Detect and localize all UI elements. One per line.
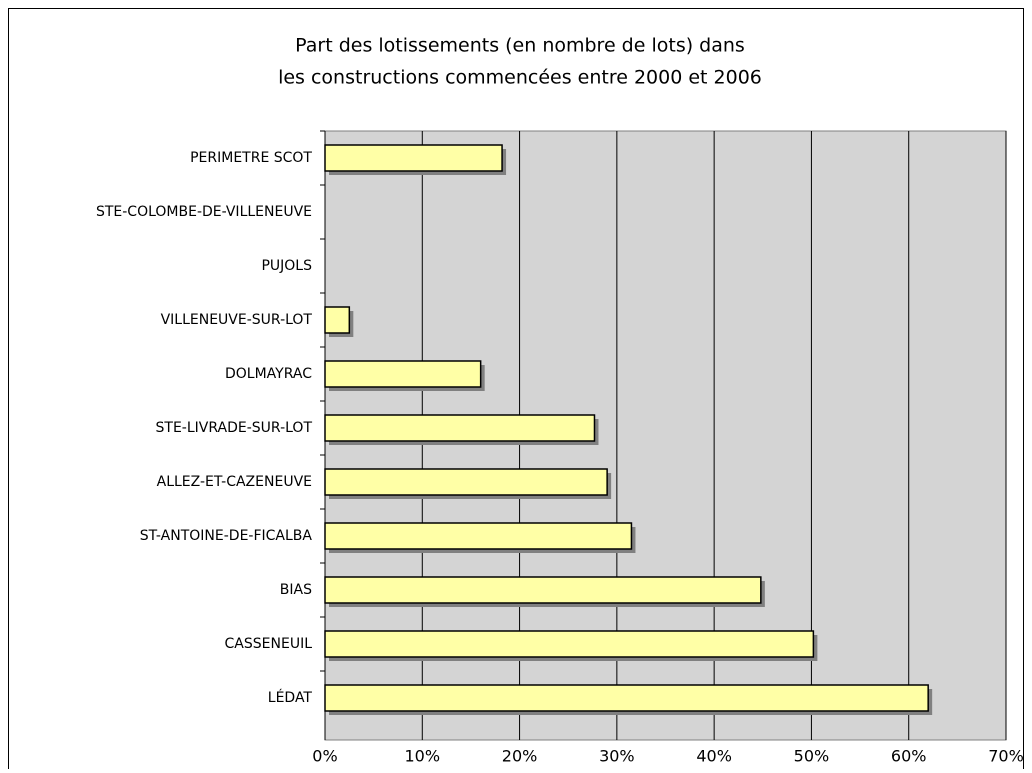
y-tick-label: STE-LIVRADE-SUR-LOT [156,420,313,436]
x-tick-label: 20% [502,747,538,766]
y-tick-label: STE-COLOMBE-DE-VILLENEUVE [96,204,312,220]
bar [324,360,482,388]
y-tick-label: PERIMETRE SCOT [190,150,312,166]
x-tick-label: 50% [794,747,830,766]
y-tick-label: DOLMAYRAC [225,366,312,382]
y-tick-label: ALLEZ-ET-CAZENEUVE [157,474,312,490]
x-tick-label: 10% [405,747,441,766]
x-tick-label: 70% [988,747,1024,766]
y-tick-label: BIAS [280,582,312,598]
x-tick-label: 40% [696,747,732,766]
chart-title: Part des lotissements (en nombre de lots… [295,35,745,57]
y-tick-label: CASSENEUIL [225,636,313,652]
chart-title: les constructions commencées entre 2000 … [278,67,762,89]
bar [324,684,929,712]
x-tick-label: 0% [312,747,337,766]
x-tick-label: 30% [599,747,635,766]
bar [324,414,596,442]
bar [324,630,815,658]
y-tick-label: LÉDAT [268,689,313,706]
bar [324,522,633,550]
bar [324,306,351,334]
y-tick-label: ST-ANTOINE-DE-FICALBA [140,528,313,544]
bar [324,144,503,172]
bar [324,468,608,496]
bar [324,576,762,604]
x-tick-label: 60% [891,747,927,766]
y-tick-label: VILLENEUVE-SUR-LOT [161,312,313,328]
y-tick-label: PUJOLS [261,258,312,274]
